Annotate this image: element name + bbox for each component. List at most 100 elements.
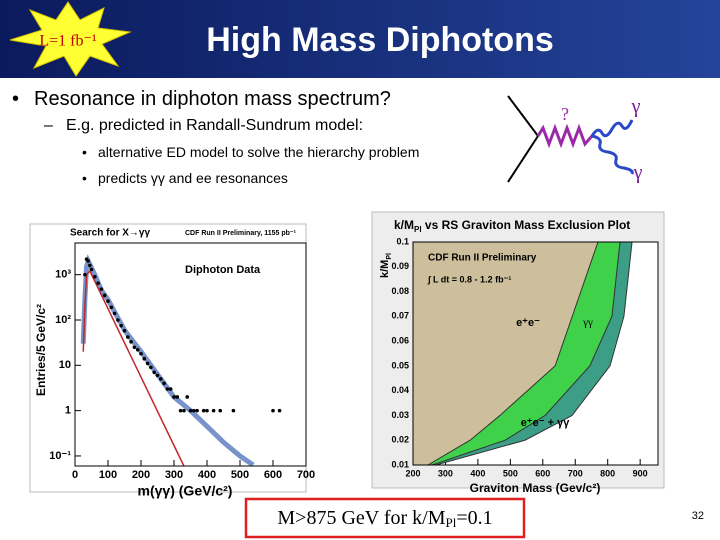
diagram-label: ? <box>561 104 569 124</box>
conclusion: M>875 GeV for k/MPl=0.1 <box>277 507 492 530</box>
bullet-list: Resonance in diphoton mass spectrum? E.g… <box>0 88 480 195</box>
diagram-label: γ <box>633 162 643 184</box>
x-tick-label: 0 <box>72 469 78 481</box>
x-tick-label: 900 <box>633 468 648 478</box>
plot-marks <box>80 254 282 466</box>
fermion-line <box>507 95 539 137</box>
data-point <box>132 345 137 350</box>
data-point <box>109 305 114 310</box>
data-point <box>122 328 127 333</box>
x-tick-label: 600 <box>264 469 282 481</box>
x-tick-label: 500 <box>231 469 249 481</box>
x-tick-label: 700 <box>568 468 583 478</box>
y-tick-label: 0.04 <box>391 385 409 395</box>
data-point <box>93 274 97 279</box>
x-tick-label: 100 <box>99 469 117 481</box>
conclusion-text: M>875 GeV for k/M <box>277 507 445 529</box>
conclusion-sub: Pl <box>446 515 457 530</box>
data-point <box>99 287 104 291</box>
data-point <box>205 408 209 413</box>
y-tick-label: 0.06 <box>391 335 409 345</box>
bullet: Resonance in diphoton mass spectrum? <box>0 88 480 111</box>
exclusion-line <box>427 242 599 465</box>
badge-text: L=1 fb⁻¹ <box>39 33 97 50</box>
data-point <box>188 408 193 413</box>
chart-title-part: k/M <box>394 218 414 232</box>
diagram-label: γ <box>631 96 641 118</box>
conclusion-text: =0.1 <box>456 507 492 529</box>
data-point <box>142 356 147 361</box>
data-point <box>168 387 173 391</box>
x-tick-label: 600 <box>535 468 550 478</box>
photon-line <box>591 134 634 175</box>
data-point <box>119 323 123 328</box>
data-point <box>149 365 153 370</box>
data-point <box>185 395 189 399</box>
chart-title-part: Pl <box>414 225 422 234</box>
bullet: E.g. predicted in Randall-Sundrum model: <box>0 117 480 135</box>
y-axis-label: k/MPl <box>379 253 393 278</box>
data-point <box>195 408 199 413</box>
chart-title: Search for X→γγ <box>70 228 150 239</box>
data-point <box>201 408 206 413</box>
exclusion-line <box>431 242 621 465</box>
data-point <box>116 318 120 322</box>
area-fill <box>413 242 598 465</box>
data-point <box>88 263 92 268</box>
graviton-line <box>536 123 594 149</box>
data-point <box>211 408 216 413</box>
data-point <box>162 381 166 386</box>
exclusion-line <box>435 242 633 465</box>
data-point <box>175 395 180 399</box>
data-point <box>159 377 163 381</box>
annotation: CDF Run II Preliminary <box>428 253 537 264</box>
chart: 200 300 400 500 600 700 800 900 0.01 0.02 0.03 0.04… <box>371 211 665 495</box>
y-axis-label: Entries/5 GeV/c² <box>34 304 48 396</box>
x-axis-label: Graviton Mass (Gev/c²) <box>470 481 601 495</box>
annotation: ∫ L dt = 0.8 - 1.2 fb⁻¹ <box>427 274 511 284</box>
title-bar <box>0 0 720 78</box>
data-point <box>231 408 236 413</box>
data-point <box>106 299 110 303</box>
data-point <box>112 311 117 316</box>
data-point <box>139 351 143 356</box>
x-tick-label: 400 <box>470 468 485 478</box>
annotation: Diphoton Data <box>185 264 261 276</box>
data-point <box>192 408 196 413</box>
page-number: 32 <box>692 510 704 522</box>
y-tick-label: 0.05 <box>391 360 409 370</box>
x-tick-label: 300 <box>438 468 453 478</box>
data-point <box>96 281 100 285</box>
x-tick-label: 300 <box>165 469 183 481</box>
y-tick-label: 10² <box>55 314 71 326</box>
chart-title: k/MPl vs RS Graviton Mass Exclusion Plot <box>394 218 630 234</box>
data-point <box>89 267 94 272</box>
y-tick-label: 0.01 <box>391 459 409 469</box>
data-point <box>172 395 176 399</box>
data-point <box>102 293 107 298</box>
series-label: e⁺e⁻ + γγ <box>521 417 571 429</box>
data-point <box>135 347 140 352</box>
chart-title-part: vs RS Graviton Mass Exclusion Plot <box>422 218 631 232</box>
y-tick-label: 10 <box>59 359 71 371</box>
data-point <box>152 370 156 375</box>
data-point <box>129 340 133 344</box>
x-axis-label: m(γγ) (GeV/c²) <box>138 483 233 499</box>
slide-title: High Mass Diphotons <box>206 21 554 59</box>
x-tick-label: 800 <box>600 468 615 478</box>
y-tick-label: 0.07 <box>391 311 409 321</box>
feynman-diagram: ? γ γ <box>507 95 643 184</box>
fermion-line <box>507 135 539 183</box>
plot-border <box>74 242 307 467</box>
data-point <box>178 408 183 413</box>
bullet: predicts γγ and ee resonances <box>0 169 448 187</box>
plot-area <box>75 243 306 466</box>
curve <box>82 269 185 466</box>
x-tick-label: 200 <box>405 468 420 478</box>
series-label: e⁺e⁻ <box>516 317 540 329</box>
chart-subtitle: CDF Run II Preliminary, 1155 pb⁻¹ <box>185 230 297 237</box>
bullet: alternative ED model to solve the hierar… <box>0 143 448 161</box>
data-point <box>218 408 222 413</box>
